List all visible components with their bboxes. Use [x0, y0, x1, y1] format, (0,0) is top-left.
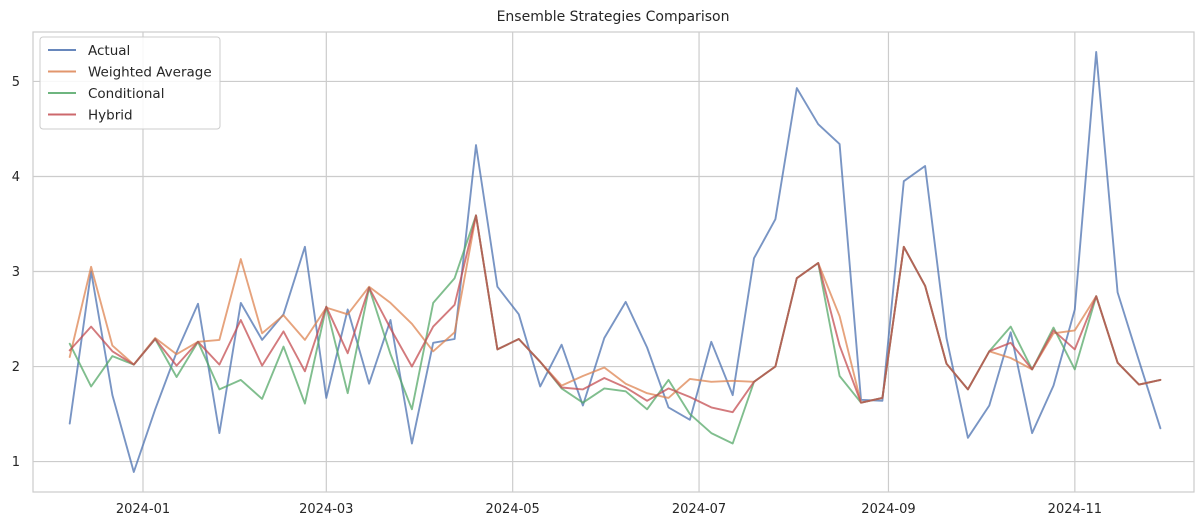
y-tick-label: 3: [12, 265, 20, 280]
grid: [33, 32, 1194, 492]
legend-label: Weighted Average: [88, 65, 212, 81]
legend-label: Actual: [88, 43, 130, 59]
legend-item: Actual: [48, 43, 130, 59]
series-line-actual: [68, 51, 1162, 473]
chart-title: Ensemble Strategies Comparison: [497, 9, 730, 25]
x-tick-label: 2024-03: [299, 502, 353, 517]
x-tick-label: 2024-07: [672, 502, 726, 517]
legend-box: [39, 36, 221, 130]
legend-item: Weighted Average: [48, 65, 212, 81]
plot-frame: [32, 31, 1195, 493]
legend-item: Conditional: [48, 86, 164, 102]
series-line-conditional: [68, 214, 1162, 445]
legend-label: Hybrid: [88, 108, 133, 124]
y-axis-ticks: 1 2 3 4 5: [12, 75, 20, 470]
x-tick-label: 2024-11: [1048, 502, 1102, 517]
legend-item: Hybrid: [48, 108, 133, 124]
x-tick-label: 2024-01: [116, 502, 170, 517]
x-tick-label: 2024-05: [486, 502, 540, 517]
y-tick-label: 5: [12, 75, 20, 90]
legend: Actual Weighted Average Conditional Hybrid: [39, 36, 221, 130]
series-lines: [68, 51, 1162, 473]
series-line-hybrid: [68, 214, 1162, 414]
x-tick-label: 2024-09: [861, 502, 915, 517]
y-tick-label: 1: [12, 455, 20, 470]
series-line-weighted-average: [68, 214, 1162, 404]
y-tick-label: 4: [12, 170, 20, 185]
x-axis-ticks: 2024-01 2024-03 2024-05 2024-07 2024-09 2024-…: [116, 502, 1102, 517]
legend-label: Conditional: [88, 86, 164, 102]
y-tick-label: 2: [12, 360, 20, 375]
